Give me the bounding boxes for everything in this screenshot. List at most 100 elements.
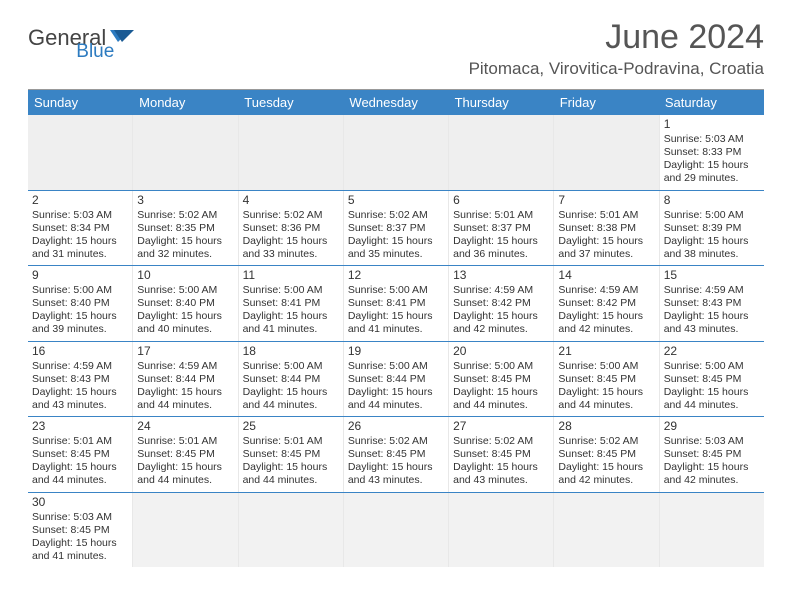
dayname-saturday: Saturday [659, 90, 764, 115]
empty-cell [239, 493, 344, 568]
sunset-text: Sunset: 8:41 PM [348, 297, 444, 310]
weeks-container: 1Sunrise: 5:03 AMSunset: 8:33 PMDaylight… [28, 115, 764, 567]
location-text: Pitomaca, Virovitica-Podravina, Croatia [469, 59, 764, 79]
daylight-text: Daylight: 15 hours and 31 minutes. [32, 235, 128, 261]
empty-cell [344, 493, 449, 568]
week-row: 2Sunrise: 5:03 AMSunset: 8:34 PMDaylight… [28, 191, 764, 267]
dayname-tuesday: Tuesday [238, 90, 343, 115]
day-number: 8 [664, 193, 760, 208]
day-cell: 2Sunrise: 5:03 AMSunset: 8:34 PMDaylight… [28, 191, 133, 266]
day-header-row: Sunday Monday Tuesday Wednesday Thursday… [28, 90, 764, 115]
day-number: 21 [558, 344, 654, 359]
sunrise-text: Sunrise: 5:00 AM [664, 360, 760, 373]
day-cell: 13Sunrise: 4:59 AMSunset: 8:42 PMDayligh… [449, 266, 554, 341]
day-cell: 1Sunrise: 5:03 AMSunset: 8:33 PMDaylight… [660, 115, 764, 190]
day-number: 25 [243, 419, 339, 434]
day-cell: 7Sunrise: 5:01 AMSunset: 8:38 PMDaylight… [554, 191, 659, 266]
daylight-text: Daylight: 15 hours and 44 minutes. [243, 386, 339, 412]
sunrise-text: Sunrise: 5:01 AM [32, 435, 128, 448]
dayname-wednesday: Wednesday [343, 90, 448, 115]
title-block: June 2024 Pitomaca, Virovitica-Podravina… [469, 18, 764, 79]
daylight-text: Daylight: 15 hours and 35 minutes. [348, 235, 444, 261]
week-row: 30Sunrise: 5:03 AMSunset: 8:45 PMDayligh… [28, 493, 764, 568]
daylight-text: Daylight: 15 hours and 39 minutes. [32, 310, 128, 336]
sunrise-text: Sunrise: 5:00 AM [664, 209, 760, 222]
day-number: 18 [243, 344, 339, 359]
sunrise-text: Sunrise: 5:02 AM [348, 435, 444, 448]
sunset-text: Sunset: 8:45 PM [137, 448, 233, 461]
week-row: 9Sunrise: 5:00 AMSunset: 8:40 PMDaylight… [28, 266, 764, 342]
sunset-text: Sunset: 8:45 PM [243, 448, 339, 461]
sunrise-text: Sunrise: 5:02 AM [558, 435, 654, 448]
sunrise-text: Sunrise: 5:01 AM [453, 209, 549, 222]
daylight-text: Daylight: 15 hours and 44 minutes. [664, 386, 760, 412]
empty-cell [28, 115, 133, 190]
sunset-text: Sunset: 8:44 PM [348, 373, 444, 386]
sunset-text: Sunset: 8:45 PM [664, 448, 760, 461]
sunset-text: Sunset: 8:35 PM [137, 222, 233, 235]
day-number: 30 [32, 495, 128, 510]
day-cell: 6Sunrise: 5:01 AMSunset: 8:37 PMDaylight… [449, 191, 554, 266]
day-number: 4 [243, 193, 339, 208]
daylight-text: Daylight: 15 hours and 42 minutes. [558, 310, 654, 336]
day-number: 12 [348, 268, 444, 283]
daylight-text: Daylight: 15 hours and 43 minutes. [32, 386, 128, 412]
sunset-text: Sunset: 8:40 PM [32, 297, 128, 310]
brand-part2: Blue [76, 41, 114, 63]
day-number: 14 [558, 268, 654, 283]
sunrise-text: Sunrise: 5:00 AM [243, 284, 339, 297]
empty-cell [239, 115, 344, 190]
day-number: 15 [664, 268, 760, 283]
day-number: 16 [32, 344, 128, 359]
sunset-text: Sunset: 8:39 PM [664, 222, 760, 235]
day-cell: 23Sunrise: 5:01 AMSunset: 8:45 PMDayligh… [28, 417, 133, 492]
day-cell: 19Sunrise: 5:00 AMSunset: 8:44 PMDayligh… [344, 342, 449, 417]
sunset-text: Sunset: 8:33 PM [664, 146, 760, 159]
sunset-text: Sunset: 8:37 PM [453, 222, 549, 235]
empty-cell [660, 493, 764, 568]
sunrise-text: Sunrise: 5:00 AM [137, 284, 233, 297]
sunset-text: Sunset: 8:37 PM [348, 222, 444, 235]
day-cell: 4Sunrise: 5:02 AMSunset: 8:36 PMDaylight… [239, 191, 344, 266]
daylight-text: Daylight: 15 hours and 44 minutes. [348, 386, 444, 412]
daylight-text: Daylight: 15 hours and 41 minutes. [348, 310, 444, 336]
sunrise-text: Sunrise: 4:59 AM [558, 284, 654, 297]
sunset-text: Sunset: 8:45 PM [558, 448, 654, 461]
sunrise-text: Sunrise: 5:00 AM [348, 284, 444, 297]
sunrise-text: Sunrise: 5:01 AM [558, 209, 654, 222]
sunset-text: Sunset: 8:45 PM [558, 373, 654, 386]
sunrise-text: Sunrise: 4:59 AM [453, 284, 549, 297]
daylight-text: Daylight: 15 hours and 42 minutes. [558, 461, 654, 487]
day-cell: 22Sunrise: 5:00 AMSunset: 8:45 PMDayligh… [660, 342, 764, 417]
sunrise-text: Sunrise: 4:59 AM [32, 360, 128, 373]
sunrise-text: Sunrise: 5:02 AM [348, 209, 444, 222]
day-cell: 17Sunrise: 4:59 AMSunset: 8:44 PMDayligh… [133, 342, 238, 417]
sunset-text: Sunset: 8:44 PM [137, 373, 233, 386]
sunrise-text: Sunrise: 5:00 AM [453, 360, 549, 373]
day-cell: 16Sunrise: 4:59 AMSunset: 8:43 PMDayligh… [28, 342, 133, 417]
sunset-text: Sunset: 8:42 PM [453, 297, 549, 310]
sunset-text: Sunset: 8:45 PM [348, 448, 444, 461]
day-cell: 28Sunrise: 5:02 AMSunset: 8:45 PMDayligh… [554, 417, 659, 492]
daylight-text: Daylight: 15 hours and 44 minutes. [32, 461, 128, 487]
sunrise-text: Sunrise: 5:01 AM [243, 435, 339, 448]
sunset-text: Sunset: 8:43 PM [32, 373, 128, 386]
daylight-text: Daylight: 15 hours and 32 minutes. [137, 235, 233, 261]
day-number: 22 [664, 344, 760, 359]
day-cell: 14Sunrise: 4:59 AMSunset: 8:42 PMDayligh… [554, 266, 659, 341]
day-number: 29 [664, 419, 760, 434]
sunrise-text: Sunrise: 5:00 AM [558, 360, 654, 373]
daylight-text: Daylight: 15 hours and 44 minutes. [137, 386, 233, 412]
daylight-text: Daylight: 15 hours and 43 minutes. [348, 461, 444, 487]
day-cell: 24Sunrise: 5:01 AMSunset: 8:45 PMDayligh… [133, 417, 238, 492]
day-cell: 10Sunrise: 5:00 AMSunset: 8:40 PMDayligh… [133, 266, 238, 341]
sunrise-text: Sunrise: 5:02 AM [453, 435, 549, 448]
day-cell: 3Sunrise: 5:02 AMSunset: 8:35 PMDaylight… [133, 191, 238, 266]
day-number: 3 [137, 193, 233, 208]
day-number: 7 [558, 193, 654, 208]
sunrise-text: Sunrise: 5:03 AM [664, 435, 760, 448]
day-number: 5 [348, 193, 444, 208]
sunset-text: Sunset: 8:38 PM [558, 222, 654, 235]
sunrise-text: Sunrise: 5:03 AM [664, 133, 760, 146]
day-number: 28 [558, 419, 654, 434]
